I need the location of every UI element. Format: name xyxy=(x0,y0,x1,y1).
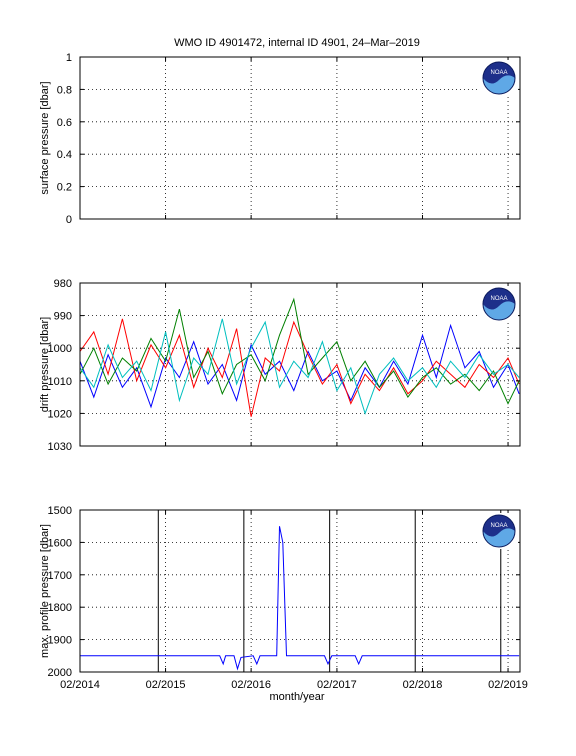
logo-bird xyxy=(483,62,515,84)
noaa-logo: NOAA xyxy=(480,513,518,549)
logo-text: NOAA xyxy=(490,296,507,302)
noaa-logo: NOAA xyxy=(480,60,518,96)
y-axis-label: drift pressure [dbar] xyxy=(39,317,51,412)
series-line-cyan xyxy=(79,318,520,415)
y-tick-label: 1900 xyxy=(48,635,72,647)
y-tick-label: 0 xyxy=(66,214,72,226)
x-tick-label: 02/2014 xyxy=(60,679,100,691)
figure-title: WMO ID 4901472, internal ID 4901, 24–Mar… xyxy=(174,37,420,49)
y-tick-label: 1800 xyxy=(48,602,72,614)
y-tick-label: 980 xyxy=(54,278,72,290)
logo-ring xyxy=(482,514,516,548)
y-tick-label: 1030 xyxy=(48,441,72,453)
y-tick-label: 990 xyxy=(54,311,72,323)
y-tick-label: 0.2 xyxy=(57,182,72,194)
logo-ring xyxy=(482,287,516,321)
y-tick-label: 1020 xyxy=(48,408,72,420)
noaa-logo: NOAA xyxy=(480,286,518,322)
y-axis-label: max. profile pressure [dbar] xyxy=(39,524,51,658)
y-tick-label: 1700 xyxy=(48,570,72,582)
x-tick-label: 02/2017 xyxy=(317,679,357,691)
logo-bird xyxy=(483,515,515,537)
y-tick-label: 1 xyxy=(66,52,72,64)
series-line-green xyxy=(79,297,520,405)
y-tick-label: 0.6 xyxy=(57,117,72,129)
x-axis-label: month/year xyxy=(269,691,324,703)
y-axis-label: surface pressure [dbar] xyxy=(39,81,51,194)
x-tick-label: 02/2015 xyxy=(146,679,186,691)
axes-frame xyxy=(79,509,521,673)
y-tick-label: 1500 xyxy=(48,505,72,517)
series-line-blue xyxy=(79,323,520,409)
y-tick-label: 0.4 xyxy=(57,149,72,161)
logo-bird xyxy=(483,288,515,310)
x-tick-label: 02/2018 xyxy=(403,679,443,691)
logo-text: NOAA xyxy=(490,523,507,529)
y-tick-label: 2000 xyxy=(48,667,72,679)
y-tick-label: 1000 xyxy=(48,343,72,355)
max-profile-pressure-panel: 1500 1600 1700 1800 1900 2000 max. profile pre… xyxy=(39,505,528,691)
drift-pressure-panel: 980 990 1000 1010 1020 1030 drift pressure [db… xyxy=(39,278,521,453)
surface-pressure-panel: 0 0.2 0.4 0.6 0.8 1 surface pressure [dbar] NOA… xyxy=(39,52,521,226)
axes-frame xyxy=(79,282,521,447)
y-tick-label: 1600 xyxy=(48,537,72,549)
axes-frame xyxy=(79,56,521,220)
x-tick-label: 02/2019 xyxy=(488,679,528,691)
x-tick-label: 02/2016 xyxy=(231,679,271,691)
y-tick-label: 1010 xyxy=(48,376,72,388)
logo-text: NOAA xyxy=(490,70,507,76)
series-line-blue xyxy=(80,526,520,671)
logo-ring xyxy=(482,61,516,95)
y-tick-label: 0.8 xyxy=(57,84,72,96)
